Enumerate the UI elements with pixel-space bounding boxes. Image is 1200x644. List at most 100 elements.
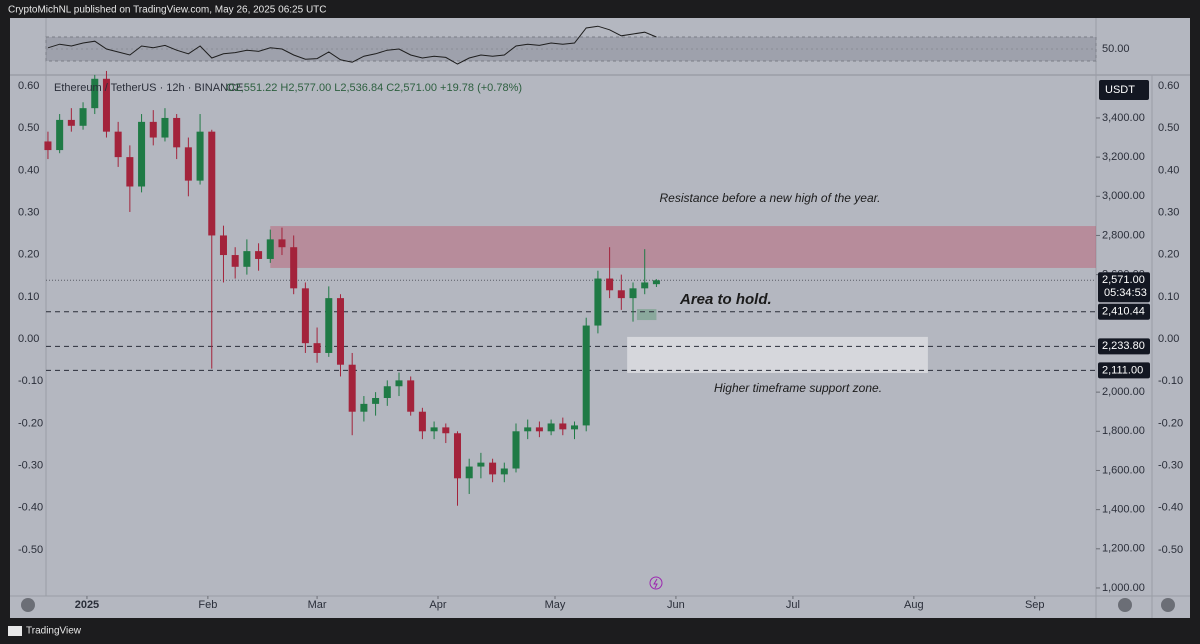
y2-tick-label: 0.50: [1158, 122, 1179, 134]
legend-symbol: Ethereum / TetherUS · 12h · BINANCE: [54, 82, 243, 94]
y-tick-label: 3,400.00: [1102, 112, 1145, 124]
y2-tick-label: -0.20: [18, 417, 43, 429]
candle-body: [348, 364, 356, 412]
annotation: Higher timeframe support zone.: [714, 381, 882, 395]
brand: TradingView: [26, 626, 82, 637]
candle-body: [652, 280, 660, 285]
y-tick-label: 1,400.00: [1102, 504, 1145, 516]
x-tick-label: Sep: [1025, 599, 1045, 611]
candle-body: [477, 462, 485, 467]
candle-body: [301, 288, 309, 344]
y2-tick-label: 0.60: [18, 80, 39, 92]
candle-body: [56, 119, 64, 151]
x-tick-label: 2025: [75, 599, 99, 611]
x-tick-label: Feb: [198, 599, 217, 611]
candle-body: [512, 431, 520, 469]
event-icon: [653, 578, 658, 589]
rsi-line: [47, 25, 657, 65]
candle-body: [629, 288, 637, 299]
y2-tick-label: 0.20: [1158, 249, 1179, 261]
price-tag: [1098, 303, 1150, 320]
button[interactable]: [1161, 598, 1175, 612]
header: CryptoMichNL published on TradingView.co…: [8, 5, 327, 16]
candle-body: [582, 325, 590, 426]
candle-body: [219, 235, 227, 256]
y2-tick-label: 0.20: [18, 249, 39, 261]
y2-tick-label: 0.10: [18, 291, 39, 303]
candle-body: [372, 398, 380, 404]
currency-tag: [1099, 80, 1149, 100]
candle-body: [126, 157, 134, 187]
price-tag-label: 2,410.44: [1102, 306, 1145, 318]
y2-tick-label: 0.60: [1158, 80, 1179, 92]
y2-tick-label: 0.00: [1158, 333, 1179, 345]
y-tick-label: 1,000.00: [1102, 582, 1145, 594]
price-tag: [1098, 362, 1150, 379]
candle-body: [407, 380, 415, 412]
event-icon[interactable]: [649, 576, 663, 590]
legend-ohlc: O2,551.22 H2,577.00 L2,536.84 C2,571.00 …: [226, 82, 522, 94]
candle-body: [571, 425, 579, 430]
x-tick-label: May: [545, 599, 566, 611]
candle-body: [255, 251, 263, 259]
candle-body: [79, 108, 87, 126]
y2-tick-label: -0.40: [18, 502, 43, 514]
y2-tick-label: 0.50: [18, 122, 39, 134]
candle-body: [184, 147, 192, 181]
candle-body: [173, 117, 181, 148]
candle-body: [489, 462, 497, 475]
y2-tick-label: -0.40: [1158, 502, 1183, 514]
price-tag-label: 2,111.00: [1102, 364, 1143, 376]
candle-body: [442, 427, 450, 434]
candle-body: [278, 239, 286, 248]
x-tick-label: Aug: [904, 599, 924, 611]
candle-body: [559, 423, 567, 430]
x-tick-label: Mar: [308, 599, 327, 611]
candle-body: [500, 468, 508, 475]
brand-logo: [8, 626, 22, 636]
candle-body: [161, 117, 169, 138]
candle-body: [114, 131, 122, 158]
candle-body: [594, 278, 602, 326]
candle-body: [243, 251, 251, 267]
annotation: Resistance before a new high of the year…: [659, 191, 880, 205]
candle-body: [395, 380, 403, 387]
candle-body: [606, 278, 614, 291]
y2-tick-label: -0.50: [1158, 544, 1183, 556]
button[interactable]: [1118, 598, 1132, 612]
button[interactable]: [21, 598, 35, 612]
candle-body: [44, 141, 52, 151]
y2-tick-label: -0.10: [18, 375, 43, 387]
y2-tick-label: -0.10: [1158, 375, 1183, 387]
candle-body: [325, 298, 333, 353]
y2-tick-label: -0.20: [1158, 417, 1183, 429]
y2-tick-label: 0.40: [1158, 164, 1179, 176]
candle-body: [290, 247, 298, 289]
candle-body: [336, 298, 344, 365]
candle-body: [430, 427, 438, 432]
candle-body: [465, 466, 473, 479]
candle-body: [360, 403, 368, 412]
y2-tick-label: 0.10: [1158, 291, 1179, 303]
candle-body: [641, 282, 649, 289]
y2-tick-label: 0.30: [18, 206, 39, 218]
y-tick-label: 3,000.00: [1102, 190, 1145, 202]
price-tag: [1098, 272, 1150, 303]
y2-tick-label: -0.50: [18, 544, 43, 556]
price-tag-label: 2,233.80: [1102, 340, 1145, 352]
candle-body: [91, 78, 99, 109]
y-tick-label: 2,000.00: [1102, 386, 1145, 398]
candle-body: [102, 78, 110, 132]
candle-body: [313, 343, 321, 353]
price-tag: [1098, 338, 1150, 355]
zone: [627, 336, 928, 373]
y2-tick-label: 0.00: [18, 333, 39, 345]
countdown: 05:34:53: [1104, 287, 1147, 299]
x-tick-label: Jul: [786, 599, 800, 611]
candle-body: [453, 433, 462, 479]
y-tick-label: 1,200.00: [1102, 543, 1145, 555]
price-tag-label: 2,571.00: [1102, 274, 1145, 286]
currency: USDT: [1105, 84, 1135, 96]
x-tick-label: Apr: [429, 599, 446, 611]
